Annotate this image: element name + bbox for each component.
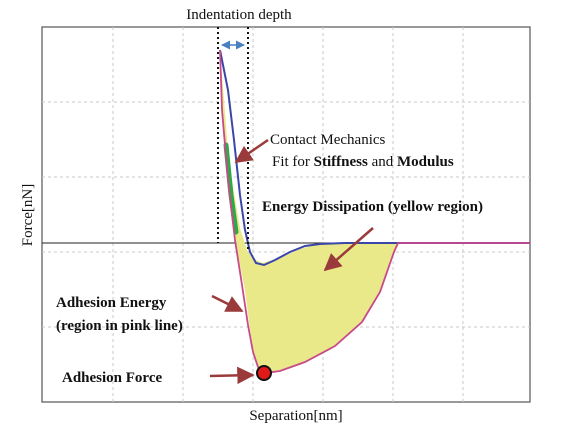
contact-mechanics-arrow [234, 138, 269, 164]
energy-dissipation-arrow [323, 227, 374, 272]
adhesion-energy-label: Adhesion Energy [56, 295, 167, 311]
grid [42, 27, 530, 402]
contact-mechanics-label: Contact Mechanics [270, 132, 386, 148]
indentation-depth-label: Indentation depth [186, 7, 292, 23]
contact-fit-label: Fit for Stiffness and Modulus [272, 154, 454, 170]
adhesion-force-marker [256, 365, 272, 381]
energy-dissipation-label: Energy Dissipation (yellow region) [262, 199, 483, 215]
dissipation-region [220, 50, 400, 372]
adhesion-energy-sublabel: (region in pink line) [56, 318, 183, 334]
adhesion-energy-arrow [211, 294, 244, 313]
stiffness-fit-segment [223, 142, 239, 235]
y-axis-label: Force[nN] [20, 184, 36, 246]
adhesion-force-label: Adhesion Force [62, 370, 162, 386]
adhesion-force-arrow [209, 366, 255, 385]
x-axis-label: Separation[nm] [249, 408, 342, 424]
